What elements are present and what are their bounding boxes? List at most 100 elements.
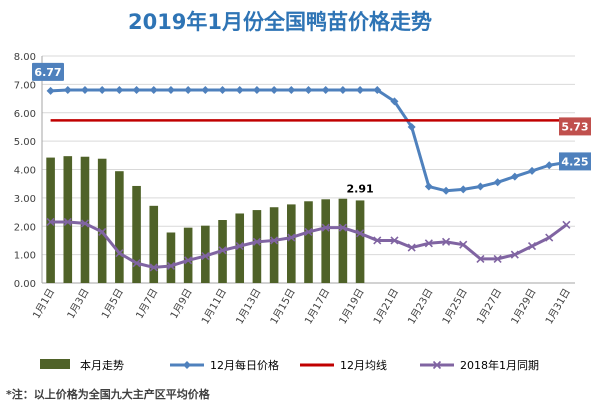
daily-point-marker [63, 86, 72, 95]
legend-item: 2018年1月同期 [420, 358, 539, 372]
bar [132, 185, 141, 283]
last-year-point-marker [338, 223, 347, 232]
bar [201, 225, 210, 283]
y-tick-label: 3.00 [14, 194, 36, 205]
legend-swatch-bar [40, 359, 70, 369]
x-tick-label: 1月3日 [65, 287, 92, 321]
last-year-point-marker [287, 233, 296, 242]
bar [183, 227, 193, 283]
legend-marker [183, 361, 191, 369]
last-year-point-marker [510, 250, 519, 259]
bar [115, 171, 124, 283]
last-year-point-marker [424, 239, 433, 248]
last-year-point-marker [166, 261, 176, 271]
x-tick-label: 1月9日 [168, 287, 195, 321]
legend-item: 12月均线 [300, 358, 387, 372]
daily-point-marker [304, 86, 313, 95]
y-tick-label: 6.00 [14, 109, 36, 120]
first-daily-label-text: 6.77 [34, 66, 61, 79]
last-year-point-marker [252, 237, 261, 246]
last-year-point-marker [493, 254, 502, 263]
daily-point-marker [166, 86, 175, 95]
x-tick-label: 1月31日 [543, 287, 573, 327]
x-tick-label: 1月5日 [99, 287, 126, 321]
last-year-point-marker [218, 246, 227, 255]
x-tick-label: 1月7日 [134, 287, 161, 321]
last-year-point-marker [304, 227, 313, 236]
y-tick-label: 4.00 [14, 166, 36, 177]
daily-point-marker [149, 86, 158, 95]
daily-point-marker [218, 86, 227, 95]
bar [338, 198, 348, 283]
y-tick-label: 7.00 [14, 80, 36, 91]
last-year-point-marker [356, 229, 365, 238]
daily-point-marker [356, 86, 365, 95]
legend-label: 12月每日价格 [210, 358, 279, 372]
daily-point-marker [407, 122, 416, 131]
x-tick-label: 1月25日 [440, 287, 470, 327]
x-tick-label: 1月15日 [268, 287, 298, 327]
daily-point-marker [184, 86, 193, 95]
legend-label: 12月均线 [340, 358, 387, 372]
last-year-point-marker [149, 263, 158, 272]
last-year-point-marker [80, 219, 90, 228]
last-daily-label-box [559, 152, 591, 171]
bar [149, 205, 159, 283]
daily-point-marker [287, 86, 296, 95]
last-daily-label: 4.25 [559, 152, 591, 171]
first-daily-label: 6.77 [32, 62, 64, 81]
last-bar-label: 2.91 [347, 182, 374, 195]
y-tick-label: 8.00 [14, 52, 36, 63]
daily-point-marker [132, 86, 141, 95]
daily-point-marker [442, 186, 451, 195]
last-year-point-marker [545, 233, 554, 242]
daily-point-marker [80, 86, 89, 95]
average-label: 5.73 [559, 117, 591, 136]
daily-point-marker [270, 86, 279, 95]
daily-point-marker [390, 97, 399, 106]
bar [287, 204, 296, 283]
last-year-point-marker [562, 220, 571, 229]
daily-point-marker [493, 178, 502, 187]
bar [235, 213, 245, 283]
last-year-point-marker [98, 227, 107, 236]
daily-point-marker [338, 86, 347, 95]
bar [355, 200, 365, 283]
bar [252, 210, 262, 283]
last-year-point-marker [441, 237, 451, 246]
daily-point-marker [201, 86, 210, 95]
last-year-point-marker [184, 256, 193, 265]
daily-point-marker [98, 86, 107, 95]
legend-label: 2018年1月同期 [460, 358, 539, 372]
last-daily-label-text: 4.25 [561, 155, 588, 168]
x-tick-label: 1月27日 [474, 287, 504, 327]
bar [269, 207, 279, 283]
last-year-point-marker [201, 251, 210, 261]
x-tick-label: 1月11日 [199, 287, 229, 327]
daily-point-marker [235, 86, 244, 95]
daily-point-marker [545, 161, 554, 170]
y-tick-label: 1.00 [14, 251, 36, 262]
last-year-point-marker [373, 236, 382, 245]
last-year-point-marker [321, 223, 330, 232]
x-tick-label: 1月1日 [30, 287, 57, 321]
legend-label: 本月走势 [80, 358, 124, 372]
legend-item: 12月每日价格 [170, 358, 279, 372]
average-label-box [559, 117, 591, 136]
first-daily-label-box [32, 62, 64, 81]
last-year-point-marker [46, 217, 55, 227]
daily-point-marker [528, 166, 537, 175]
last-year-point-marker [527, 242, 537, 251]
bar [97, 158, 107, 283]
last-year-point-marker [270, 236, 279, 245]
last-year-point-marker [63, 217, 72, 227]
x-tick-label: 1月19日 [337, 287, 367, 327]
y-tick-label: 2.00 [14, 222, 36, 233]
bar [63, 156, 73, 283]
last-year-point-marker [390, 236, 399, 245]
chart-title: 2019年1月份全国鸭苗价格走势 [127, 10, 433, 34]
daily-point-marker [321, 86, 330, 95]
y-tick-label: 0.00 [14, 279, 36, 290]
